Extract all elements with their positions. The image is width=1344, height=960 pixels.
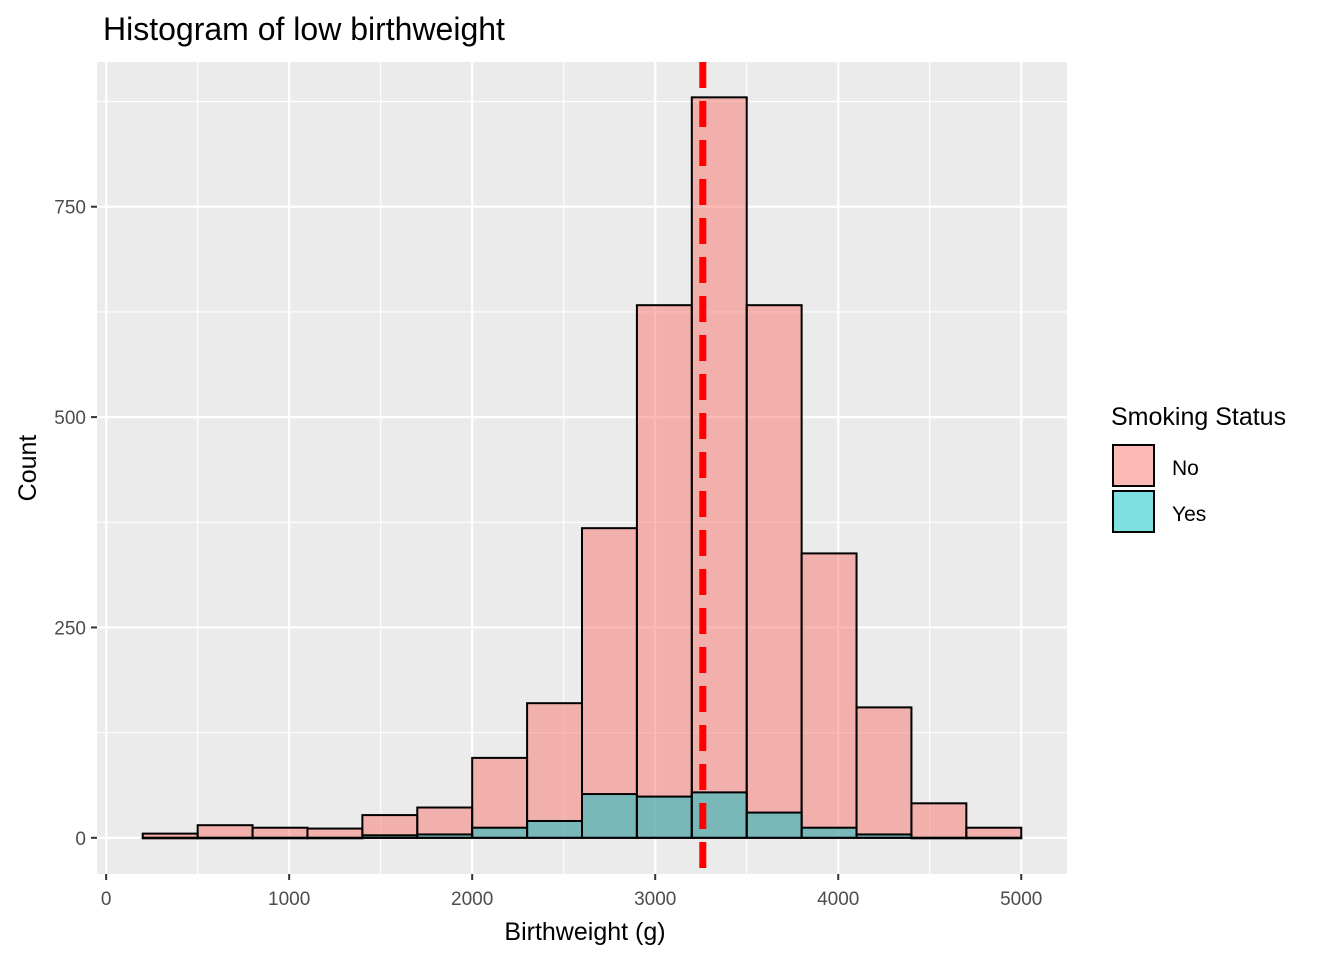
x-tick-label: 4000 [817,889,859,910]
bar-no [965,826,1023,839]
legend-key-no [1112,444,1155,487]
bar-yes [745,811,803,839]
legend-title: Smoking Status [1111,403,1286,431]
bar-yes [690,791,748,839]
bar-yes [361,834,419,839]
y-tick-label: 250 [54,618,86,639]
legend-label-no: No [1172,457,1199,480]
legend-key-yes [1112,490,1155,533]
bar-yes [855,833,913,839]
bar-no [471,756,529,839]
bar-no [635,304,693,839]
bar-yes [635,795,693,839]
bar-no [855,706,913,839]
bar-yes [800,826,858,839]
bar-yes [251,836,309,840]
series-no-bars [141,96,1023,839]
bar-yes [141,836,199,840]
chart-title: Histogram of low birthweight [103,11,505,47]
y-tick-label: 500 [54,408,86,429]
legend: Smoking Status No Yes [1111,403,1286,533]
bar-yes [416,833,474,839]
x-tick-label: 5000 [1000,889,1042,910]
bar-no [416,806,474,839]
bar-no [196,824,254,839]
bar-yes [581,793,638,839]
series-yes-bars [141,791,1023,840]
x-axis: 0 1000 2000 3000 4000 5000 [101,874,1042,910]
bar-no [910,802,968,839]
legend-label-yes: Yes [1172,503,1206,526]
bar-yes [306,836,364,840]
y-tick-label: 750 [54,198,86,219]
bar-no [306,827,364,839]
y-tick-label: 0 [75,829,86,850]
bar-no [745,304,803,839]
bar-yes [471,826,529,839]
bar-no [800,552,858,839]
x-tick-label: 3000 [634,889,676,910]
y-axis-title: Count [14,435,42,502]
bar-yes [196,836,254,840]
bar-no [251,826,309,839]
bar-yes [910,836,968,840]
x-axis-title: Birthweight (g) [504,918,665,946]
y-axis: 0 250 500 750 [54,198,97,850]
bar-yes [526,819,584,839]
x-tick-label: 0 [101,889,112,910]
bar-no [526,702,584,839]
bar-yes [965,836,1023,840]
x-tick-label: 1000 [268,889,310,910]
x-tick-label: 2000 [451,889,493,910]
bar-no [581,527,638,839]
